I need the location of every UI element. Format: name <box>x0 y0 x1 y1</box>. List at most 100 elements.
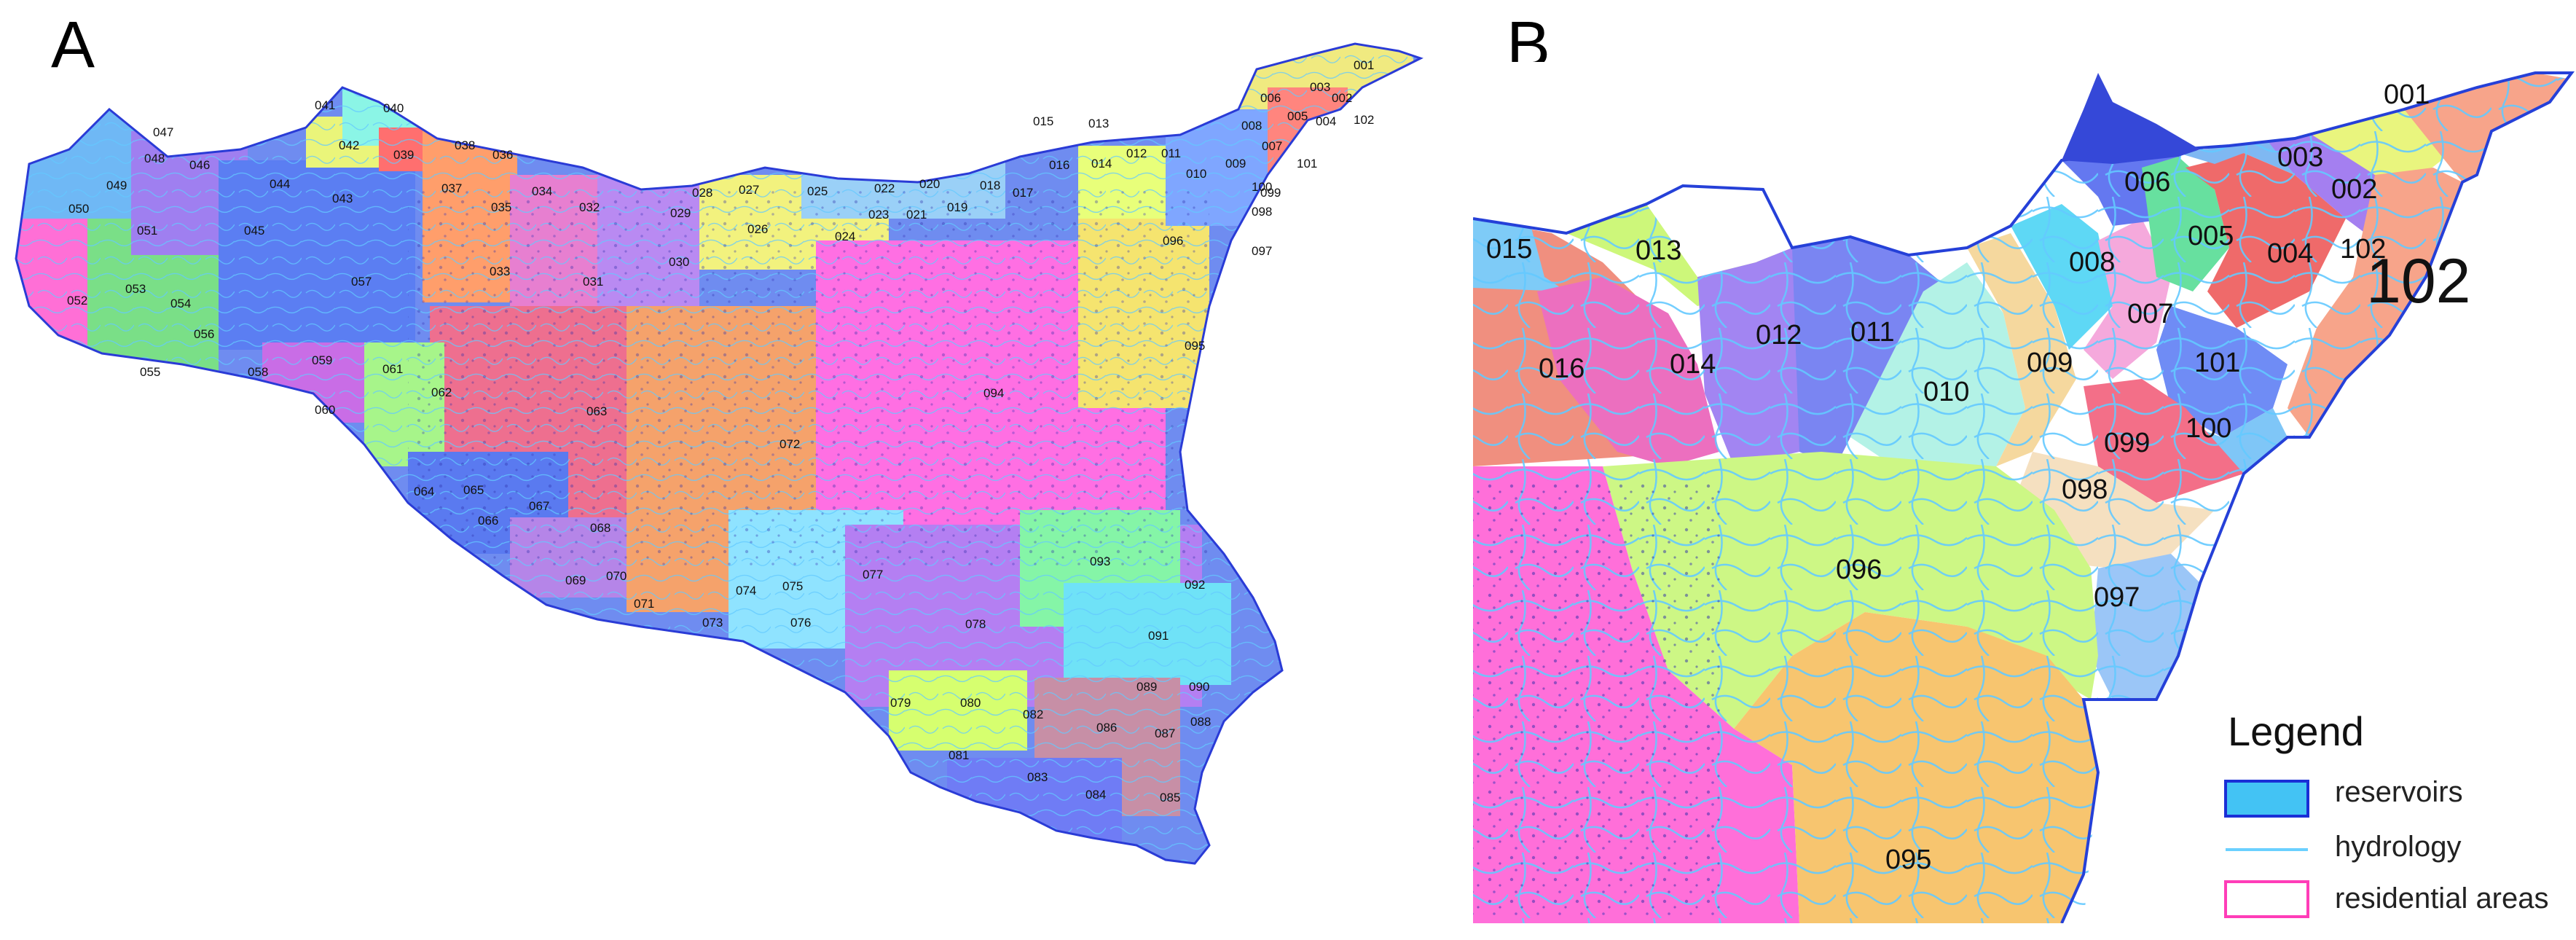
basin-label-a-099: 099 <box>1260 186 1281 200</box>
basin-label-b-009: 009 <box>2027 348 2073 378</box>
basin-label-a-079: 079 <box>890 696 911 710</box>
basin-label-a-076: 076 <box>790 616 811 630</box>
basin-label-a-064: 064 <box>414 485 434 498</box>
basin-label-a-011: 011 <box>1161 146 1181 160</box>
basin-label-a-094: 094 <box>983 386 1004 400</box>
basin-label-a-082: 082 <box>1023 708 1043 721</box>
basin-label-a-084: 084 <box>1085 788 1106 802</box>
basin-label-a-026: 026 <box>747 222 768 236</box>
basin-label-b-102: 102 <box>2340 234 2386 265</box>
basin-label-b-010: 010 <box>1923 377 1969 407</box>
basin-label-a-054: 054 <box>170 297 191 310</box>
basin-label-a-032: 032 <box>579 200 600 214</box>
basin-label-a-030: 030 <box>669 255 689 269</box>
basin-label-a-088: 088 <box>1190 715 1211 729</box>
basin-label-a-048: 048 <box>144 152 165 165</box>
basin-label-a-041: 041 <box>315 98 335 112</box>
basin-label-a-051: 051 <box>137 224 157 238</box>
basin-label-a-059: 059 <box>312 353 332 367</box>
basin-label-b-011: 011 <box>1850 317 1895 348</box>
legend: Legend reservoirs hydrology residential … <box>2224 708 2549 918</box>
basin-label-a-069: 069 <box>565 573 586 587</box>
basin-label-a-039: 039 <box>393 148 414 162</box>
basin-label-a-101: 101 <box>1297 157 1317 171</box>
legend-label-hydrology: hydrology <box>2335 831 2461 863</box>
basin-label-a-085: 085 <box>1160 791 1180 804</box>
basin-label-a-018: 018 <box>980 179 1000 192</box>
basin-label-b-003: 003 <box>2277 142 2323 173</box>
basin-label-a-013: 013 <box>1088 117 1109 130</box>
basin-label-b-014: 014 <box>1670 349 1716 380</box>
basin-label-a-055: 055 <box>140 365 160 379</box>
basin-label-a-093: 093 <box>1090 555 1110 568</box>
basin-label-a-002: 002 <box>1332 91 1352 105</box>
legend-swatch-reservoirs <box>2224 780 2309 818</box>
basin-label-a-006: 006 <box>1260 91 1281 105</box>
basin-label-a-083: 083 <box>1027 770 1048 784</box>
basin-label-b-097: 097 <box>2094 582 2140 613</box>
callout-102: 102 <box>2366 246 2471 316</box>
basin-label-a-027: 027 <box>739 183 759 197</box>
basin-label-a-070: 070 <box>606 569 627 583</box>
basin-label-a-028: 028 <box>692 186 712 200</box>
basin-label-b-101: 101 <box>2194 348 2240 378</box>
basin-label-a-090: 090 <box>1189 680 1209 694</box>
basin-label-a-050: 050 <box>68 202 89 216</box>
basin-label-a-092: 092 <box>1185 578 1205 592</box>
basin-label-a-012: 012 <box>1126 146 1147 160</box>
basin-label-a-047: 047 <box>153 125 173 139</box>
basin-label-b-096: 096 <box>1836 555 1882 585</box>
basin-label-a-038: 038 <box>455 138 475 152</box>
basin-label-a-049: 049 <box>106 179 127 192</box>
basin-label-a-056: 056 <box>194 327 214 341</box>
basin-label-b-004: 004 <box>2267 238 2313 269</box>
basin-label-a-017: 017 <box>1013 186 1033 200</box>
basin-label-b-013: 013 <box>1635 235 1681 266</box>
basin-label-a-061: 061 <box>382 362 403 376</box>
basin-label-b-100: 100 <box>2186 413 2231 444</box>
basin-label-a-081: 081 <box>949 748 969 762</box>
basin-label-b-098: 098 <box>2062 474 2108 505</box>
basin-label-a-063: 063 <box>586 404 607 418</box>
basin-label-a-096: 096 <box>1163 234 1183 248</box>
basin-label-a-020: 020 <box>919 177 940 191</box>
basin-label-a-015: 015 <box>1033 114 1053 128</box>
basin-label-a-086: 086 <box>1096 721 1117 735</box>
basin-label-a-053: 053 <box>125 282 146 296</box>
legend-title: Legend <box>2228 708 2364 754</box>
basin-label-a-023: 023 <box>868 208 889 222</box>
basin-label-a-043: 043 <box>332 192 353 205</box>
basin-label-a-046: 046 <box>189 158 210 172</box>
basin-label-a-036: 036 <box>492 148 513 162</box>
basin-label-a-021: 021 <box>906 208 927 222</box>
basin-label-a-010: 010 <box>1186 167 1206 181</box>
basin-label-b-002: 002 <box>2331 174 2377 205</box>
basin-label-a-037: 037 <box>441 181 462 195</box>
basin-label-b-012: 012 <box>1756 320 1802 350</box>
legend-label-reservoirs: reservoirs <box>2335 776 2463 808</box>
basin-label-a-097: 097 <box>1252 244 1272 258</box>
basin-label-b-007: 007 <box>2127 299 2173 329</box>
basin-label-a-008: 008 <box>1241 119 1262 133</box>
basin-label-a-022: 022 <box>874 181 895 195</box>
basin-label-a-058: 058 <box>248 365 268 379</box>
legend-item-hydrology: hydrology <box>2226 831 2461 863</box>
basin-label-a-003: 003 <box>1310 80 1330 94</box>
basin-label-a-100: 100 <box>1252 180 1272 194</box>
basin-label-a-068: 068 <box>590 521 610 535</box>
basin-label-a-025: 025 <box>807 184 828 198</box>
basin-label-a-087: 087 <box>1155 726 1175 740</box>
basin-label-a-031: 031 <box>583 275 603 289</box>
basin-label-a-098: 098 <box>1252 205 1272 219</box>
basin-label-b-008: 008 <box>2069 247 2115 278</box>
basin-label-a-057: 057 <box>351 275 372 289</box>
basin-label-a-007: 007 <box>1262 139 1282 153</box>
basin-label-a-060: 060 <box>315 403 335 417</box>
basin-label-a-072: 072 <box>780 437 800 451</box>
basin-label-a-029: 029 <box>670 206 691 220</box>
basin-label-a-035: 035 <box>491 200 511 214</box>
basin-label-a-009: 009 <box>1225 157 1246 171</box>
